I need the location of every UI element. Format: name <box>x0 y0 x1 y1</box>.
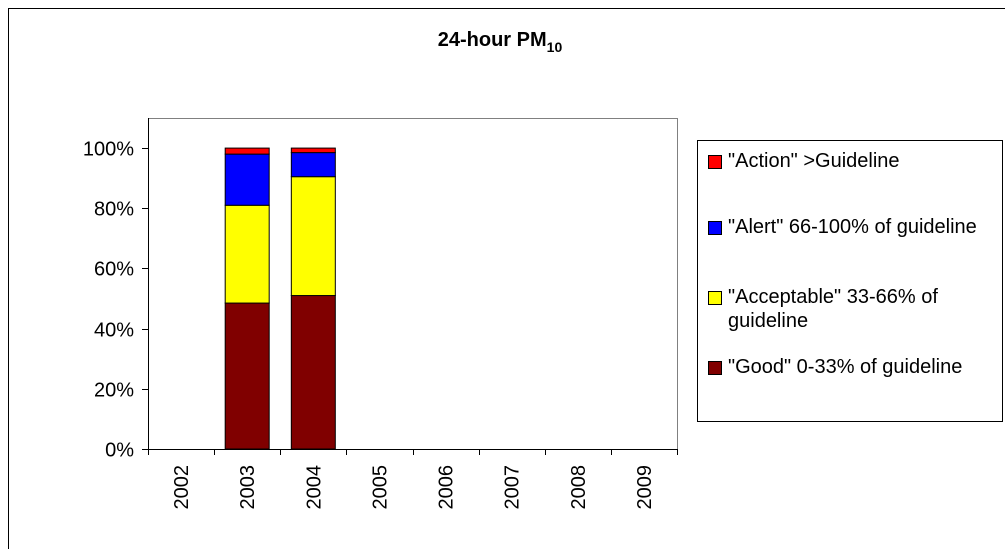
bar-segment <box>290 176 336 297</box>
legend-item: "Acceptable" 33-66% of guideline <box>706 285 1005 333</box>
legend-item: "Action" >Guideline <box>706 149 1005 173</box>
legend-swatch <box>708 291 722 305</box>
legend-label: "Acceptable" 33-66% of guideline <box>728 286 938 332</box>
legend-swatch <box>708 155 722 169</box>
legend-label: "Alert" 66-100% of guideline <box>728 216 977 238</box>
chart-title: 24-hour PM10 <box>438 29 563 55</box>
bar-segment <box>290 147 336 154</box>
y-tick-label: 0% <box>105 440 134 462</box>
legend-label: "Action" >Guideline <box>728 150 900 172</box>
x-tick-label: 2008 <box>568 465 590 510</box>
bar-segment <box>224 147 270 155</box>
x-tick-label: 2002 <box>171 465 193 510</box>
title-main: 24-hour PM <box>438 29 547 51</box>
x-tick-label: 2009 <box>634 465 656 510</box>
legend-swatch <box>708 361 722 375</box>
legend-label: "Good" 0-33% of guideline <box>728 356 963 378</box>
bar-segment <box>224 204 270 304</box>
legend-swatch <box>708 221 722 235</box>
y-tick-label: 40% <box>94 320 134 342</box>
chart-border <box>8 8 1005 549</box>
y-tick-label: 20% <box>94 380 134 402</box>
title-subscript: 10 <box>547 39 563 55</box>
x-tick-label: 2005 <box>369 465 391 510</box>
x-tick-label: 2004 <box>303 465 325 510</box>
legend-item: "Alert" 66-100% of guideline <box>706 215 1005 239</box>
legend-item: "Good" 0-33% of guideline <box>706 355 1005 379</box>
y-tick-label: 80% <box>94 199 134 221</box>
x-tick-label: 2003 <box>237 465 259 510</box>
legend: "Action" >Guideline "Alert" 66-100% of gu… <box>697 140 1003 422</box>
y-tick-label: 60% <box>94 259 134 281</box>
bar-segment <box>224 302 270 450</box>
x-tick-label: 2006 <box>436 465 458 510</box>
bar-segment <box>290 152 336 178</box>
bar-segment <box>290 295 336 450</box>
y-tick-label: 100% <box>83 139 134 161</box>
bar-segment <box>224 153 270 206</box>
x-tick-label: 2007 <box>502 465 524 510</box>
